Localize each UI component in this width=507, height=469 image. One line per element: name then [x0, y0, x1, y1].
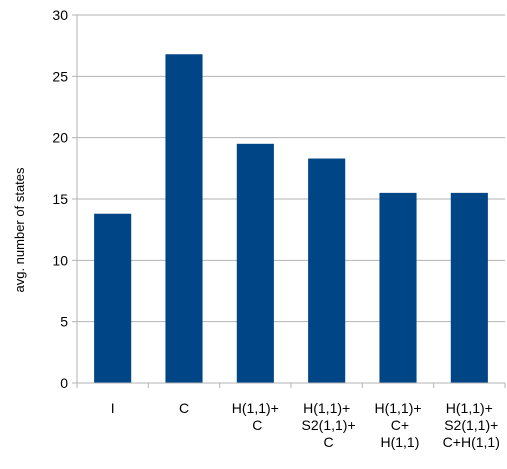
x-tick-label: H(1,1)+ C+ H(1,1) [374, 400, 421, 450]
x-tick-label: H(1,1)+ S2(1,1)+ C+H(1,1) [439, 400, 500, 450]
y-tick-label: 30 [52, 7, 68, 23]
y-tick-label: 15 [52, 191, 68, 207]
y-tick-label: 10 [52, 252, 68, 268]
bar [450, 192, 488, 383]
x-tick-label: C [179, 400, 189, 416]
x-tick-label: H(1,1)+ C [232, 400, 279, 433]
y-tick-label: 25 [52, 68, 68, 84]
y-tick-label: 5 [60, 314, 68, 330]
x-tick-label: H(1,1)+ S2(1,1)+ C [298, 400, 356, 450]
bar [379, 192, 417, 383]
y-tick-label: 20 [52, 130, 68, 146]
bar [308, 158, 346, 383]
bar [236, 143, 274, 383]
x-tick-label: I [111, 400, 115, 416]
bar [94, 213, 132, 383]
bar [165, 54, 203, 384]
y-tick-label: 0 [60, 375, 68, 391]
y-axis-label: avg. number of states [12, 167, 27, 293]
